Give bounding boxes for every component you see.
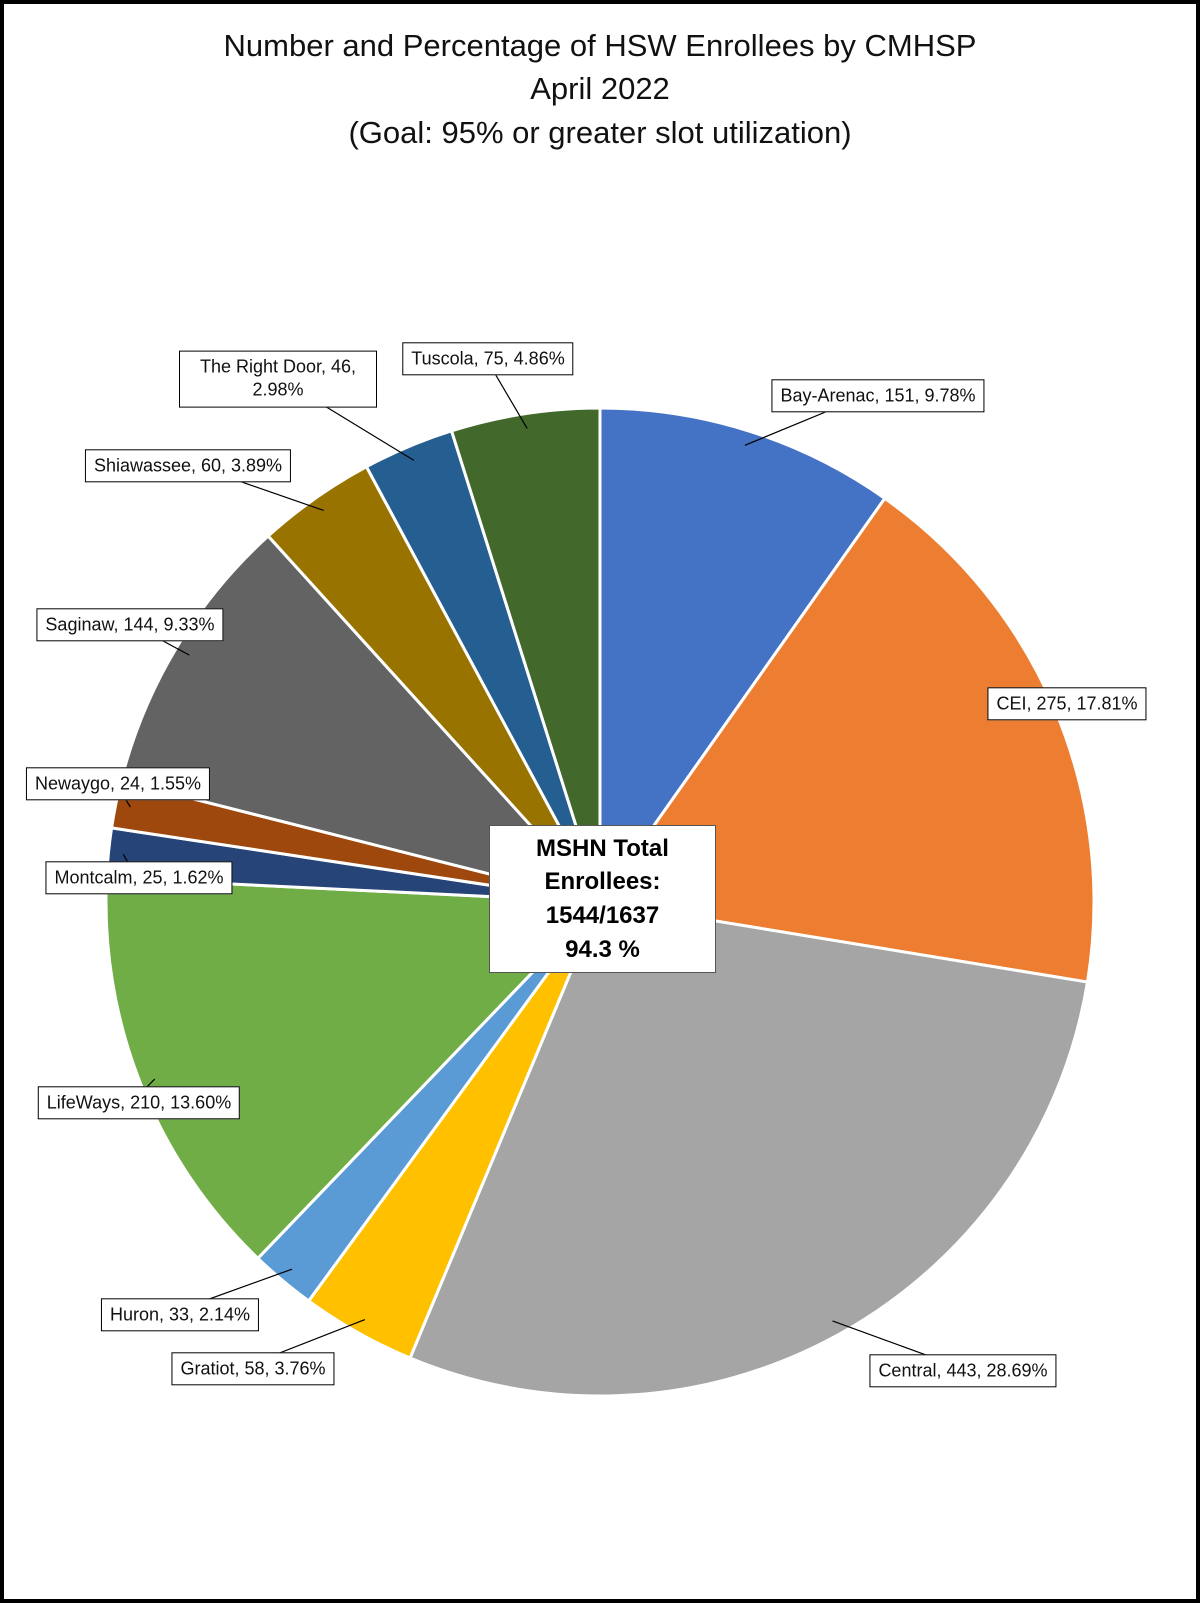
chart-title: Number and Percentage of HSW Enrollees b… <box>223 28 977 63</box>
annotation-line: MSHN Total Enrollees: <box>536 834 669 896</box>
pie-slice <box>408 900 1090 1398</box>
pie-slice <box>449 406 602 903</box>
annotation-line: 1544/1637 <box>545 902 660 929</box>
data-label: Shiawassee, 60, 3.89% <box>84 449 292 483</box>
data-label: Bay-Arenac, 151, 9.78% <box>771 379 985 413</box>
data-label: Tuscola, 75, 4.86% <box>402 342 574 376</box>
pie-slice <box>119 533 605 905</box>
chart-note: (Goal: 95% or greater slot utilization) <box>348 115 852 150</box>
center-annotation: MSHN Total Enrollees: 1544/1637 94.3 % <box>489 825 716 973</box>
data-label: Central, 443, 28.69% <box>869 1354 1057 1388</box>
data-label: Gratiot, 58, 3.76% <box>171 1352 335 1386</box>
data-label: Newaygo, 24, 1.55% <box>25 767 211 801</box>
data-label: LifeWays, 210, 13.60% <box>37 1086 241 1120</box>
annotation-line: 94.3 % <box>565 935 640 963</box>
data-label: Saginaw, 144, 9.33% <box>36 608 224 642</box>
chart-subtitle: April 2022 <box>530 71 670 106</box>
data-label: CEI, 275, 17.81% <box>987 687 1147 721</box>
data-label: Huron, 33, 2.14% <box>100 1298 260 1332</box>
data-label: The Right Door, 46, 2.98% <box>179 350 377 408</box>
data-label: Montcalm, 25, 1.62% <box>45 861 233 895</box>
pie-slice <box>104 876 604 1261</box>
pie-slice <box>598 406 887 907</box>
